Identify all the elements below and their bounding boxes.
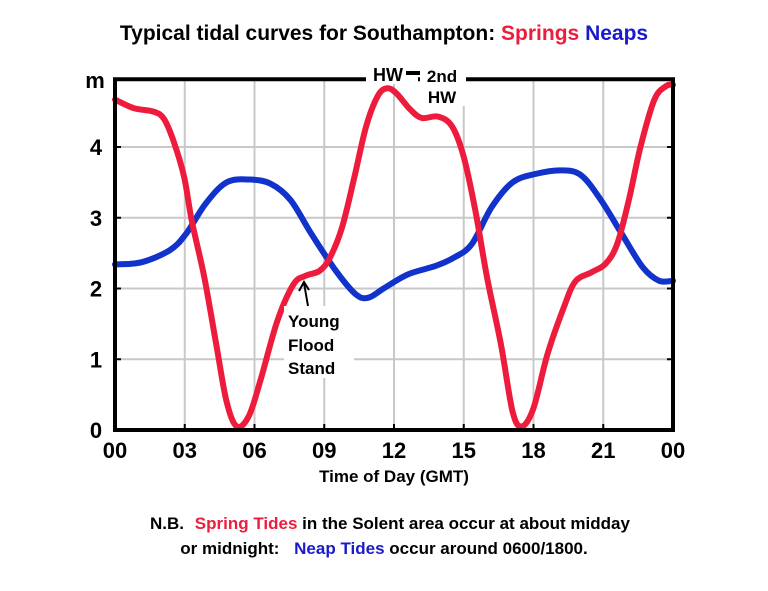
note-neap-tides: Neap Tides bbox=[294, 539, 384, 558]
title-neaps: Neaps bbox=[585, 22, 648, 45]
x-axis-label: Time of Day (GMT) bbox=[319, 467, 469, 486]
x-tick-label: 15 bbox=[452, 438, 476, 463]
y-tick-label: 0 bbox=[90, 418, 102, 443]
title-prefix: Typical tidal curves for Southampton: bbox=[120, 22, 495, 45]
note-nb: N.B. bbox=[150, 514, 184, 533]
series-line-neaps bbox=[112, 167, 676, 302]
note-line-1: N.B. Spring Tides in the Solent area occ… bbox=[150, 514, 630, 533]
young-flood-arrow bbox=[298, 280, 310, 307]
young-flood-label-1: Young bbox=[288, 312, 340, 331]
note-line2-suffix: occur around 0600/1800. bbox=[389, 539, 587, 558]
y-tick-label: 2 bbox=[90, 277, 102, 302]
y-axis-label: m bbox=[85, 68, 105, 93]
x-tick-label: 03 bbox=[173, 438, 197, 463]
young-flood-label-3: Stand bbox=[288, 359, 335, 378]
y-tick-label: 4 bbox=[90, 135, 103, 160]
y-tick-label: 3 bbox=[90, 206, 102, 231]
note-line2-prefix: or midnight: bbox=[180, 539, 279, 558]
x-tick-label: 09 bbox=[312, 438, 336, 463]
title-springs: Springs bbox=[501, 22, 579, 45]
second-hw-bg bbox=[420, 64, 466, 106]
series-layer bbox=[112, 81, 676, 431]
second-hw-label-2: HW bbox=[428, 88, 457, 107]
young-flood-label-2: Flood bbox=[288, 336, 334, 355]
x-tick-label: 12 bbox=[382, 438, 406, 463]
x-tick-label: 00 bbox=[661, 438, 685, 463]
hw-label: HW bbox=[373, 65, 403, 85]
x-tick-label: 18 bbox=[521, 438, 545, 463]
x-tick-label: 21 bbox=[591, 438, 615, 463]
hw-label-bg bbox=[366, 64, 418, 84]
y-tick-label: 1 bbox=[90, 347, 102, 372]
x-tick-label: 00 bbox=[103, 438, 127, 463]
x-tick-label: 06 bbox=[242, 438, 266, 463]
note-line1-suffix: in the Solent area occur at about midday bbox=[302, 514, 630, 533]
note-line-2: or midnight: Neap Tides occur around 060… bbox=[180, 539, 587, 558]
note-spring-tides: Spring Tides bbox=[195, 514, 298, 533]
young-flood-bg bbox=[284, 306, 354, 378]
chart-title: Typical tidal curves for Southampton: Sp… bbox=[120, 22, 648, 45]
series-line-springs bbox=[112, 81, 676, 431]
second-hw-label-1: 2nd bbox=[427, 67, 457, 86]
